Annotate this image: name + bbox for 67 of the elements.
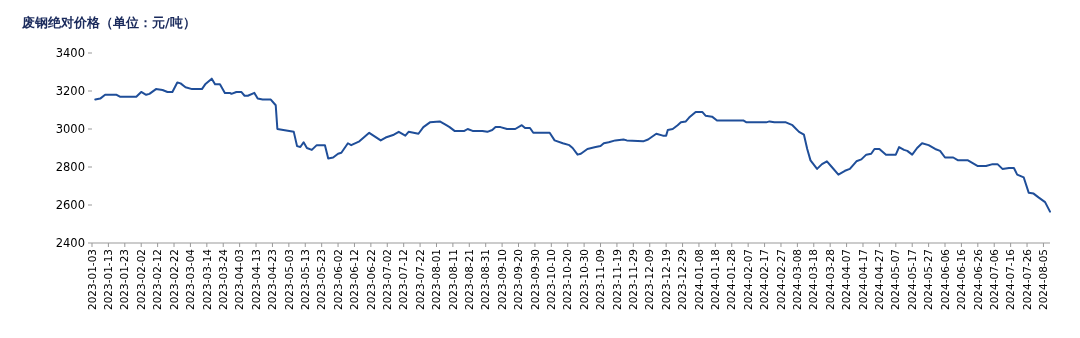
x-tick-label: 2024-02-27 <box>774 249 787 311</box>
x-tick-label: 2023-01-13 <box>102 249 115 311</box>
y-tick-label: 3000 <box>55 122 85 137</box>
x-tick-label: 2024-08-05 <box>1037 249 1050 311</box>
x-tick-label: 2023-06-22 <box>364 249 377 311</box>
x-tick-label: 2024-01-28 <box>725 249 738 311</box>
x-tick-label: 2023-09-20 <box>512 249 525 311</box>
line-series <box>94 77 1051 213</box>
x-tick-label: 2023-03-24 <box>216 248 229 311</box>
x-tick-label: 2023-08-11 <box>446 249 459 311</box>
x-tick-label: 2023-07-12 <box>397 249 410 311</box>
x-tick-label: 2024-04-17 <box>856 249 869 311</box>
x-tick-label: 2023-06-12 <box>348 249 361 311</box>
x-tick-label: 2024-07-26 <box>1020 248 1033 311</box>
x-tick-label: 2024-04-07 <box>840 249 853 311</box>
x-tick-label: 2023-11-09 <box>594 249 607 311</box>
x-tick-label: 2023-06-02 <box>331 249 344 311</box>
x-tick-label: 2024-03-08 <box>791 249 804 311</box>
x-tick-label: 2023-10-10 <box>544 249 557 311</box>
x-tick-label: 2023-09-10 <box>495 249 508 311</box>
x-tick-label: 2024-05-07 <box>889 249 902 311</box>
y-tick-label: 3200 <box>55 84 85 99</box>
x-tick-label: 2024-01-18 <box>709 249 722 311</box>
y-tick-label: 2400 <box>55 236 85 251</box>
x-tick-label: 2024-02-07 <box>741 249 754 311</box>
x-tick-label: 2023-07-02 <box>380 249 393 311</box>
x-tick-label: 2023-05-13 <box>298 249 311 311</box>
x-tick-label: 2023-03-04 <box>184 248 197 311</box>
x-tick-label: 2023-10-30 <box>577 249 590 311</box>
x-tick-label: 2023-04-03 <box>233 249 246 311</box>
x-tick-label: 2024-07-06 <box>987 248 1000 311</box>
x-tick-label: 2024-02-17 <box>758 249 771 311</box>
x-tick-label: 2023-09-30 <box>528 249 541 311</box>
y-tick-label: 2600 <box>55 198 85 213</box>
x-tick-label: 2024-03-18 <box>807 249 820 311</box>
y-tick-label: 3400 <box>55 46 85 61</box>
x-tick-label: 2024-05-17 <box>905 249 918 311</box>
x-tick-label: 2023-12-09 <box>643 249 656 311</box>
x-tick-label: 2024-04-27 <box>873 249 886 311</box>
x-tick-label: 2023-07-22 <box>413 249 426 311</box>
x-tick-label: 2024-06-16 <box>955 248 968 311</box>
x-tick-label: 2023-05-23 <box>315 249 328 311</box>
x-tick-label: 2023-12-19 <box>659 249 672 311</box>
x-tick-label: 2023-08-31 <box>479 249 492 311</box>
x-tick-label: 2023-11-29 <box>627 249 640 311</box>
x-tick-label: 2023-08-01 <box>430 249 443 311</box>
x-tick-label: 2023-04-23 <box>266 249 279 311</box>
chart-title: 废钢绝对价格（单位：元/吨） <box>21 15 196 30</box>
x-tick-label: 2024-06-06 <box>938 248 951 311</box>
x-tick-label: 2023-02-22 <box>167 249 180 311</box>
x-tick-label: 2023-02-12 <box>151 249 164 311</box>
x-tick-label: 2023-01-03 <box>85 249 98 311</box>
x-tick-label: 2024-01-08 <box>692 249 705 311</box>
x-tick-label: 2023-03-14 <box>200 248 213 311</box>
x-tick-label: 2023-05-03 <box>282 249 295 311</box>
x-tick-label: 2023-01-23 <box>118 249 131 311</box>
x-tick-label: 2023-11-19 <box>610 249 623 311</box>
x-tick-label: 2023-08-21 <box>462 249 475 311</box>
x-tick-label: 2024-03-28 <box>823 249 836 311</box>
x-tick-label: 2023-04-13 <box>249 249 262 311</box>
x-tick-label: 2023-12-29 <box>676 249 689 311</box>
x-tick-label: 2024-06-26 <box>971 248 984 311</box>
x-tick-label: 2024-05-27 <box>922 249 935 311</box>
x-tick-label: 2024-07-16 <box>1004 248 1017 311</box>
x-tick-label: 2023-02-02 <box>134 249 147 311</box>
y-tick-label: 2800 <box>55 160 85 175</box>
x-tick-label: 2023-10-20 <box>561 249 574 311</box>
